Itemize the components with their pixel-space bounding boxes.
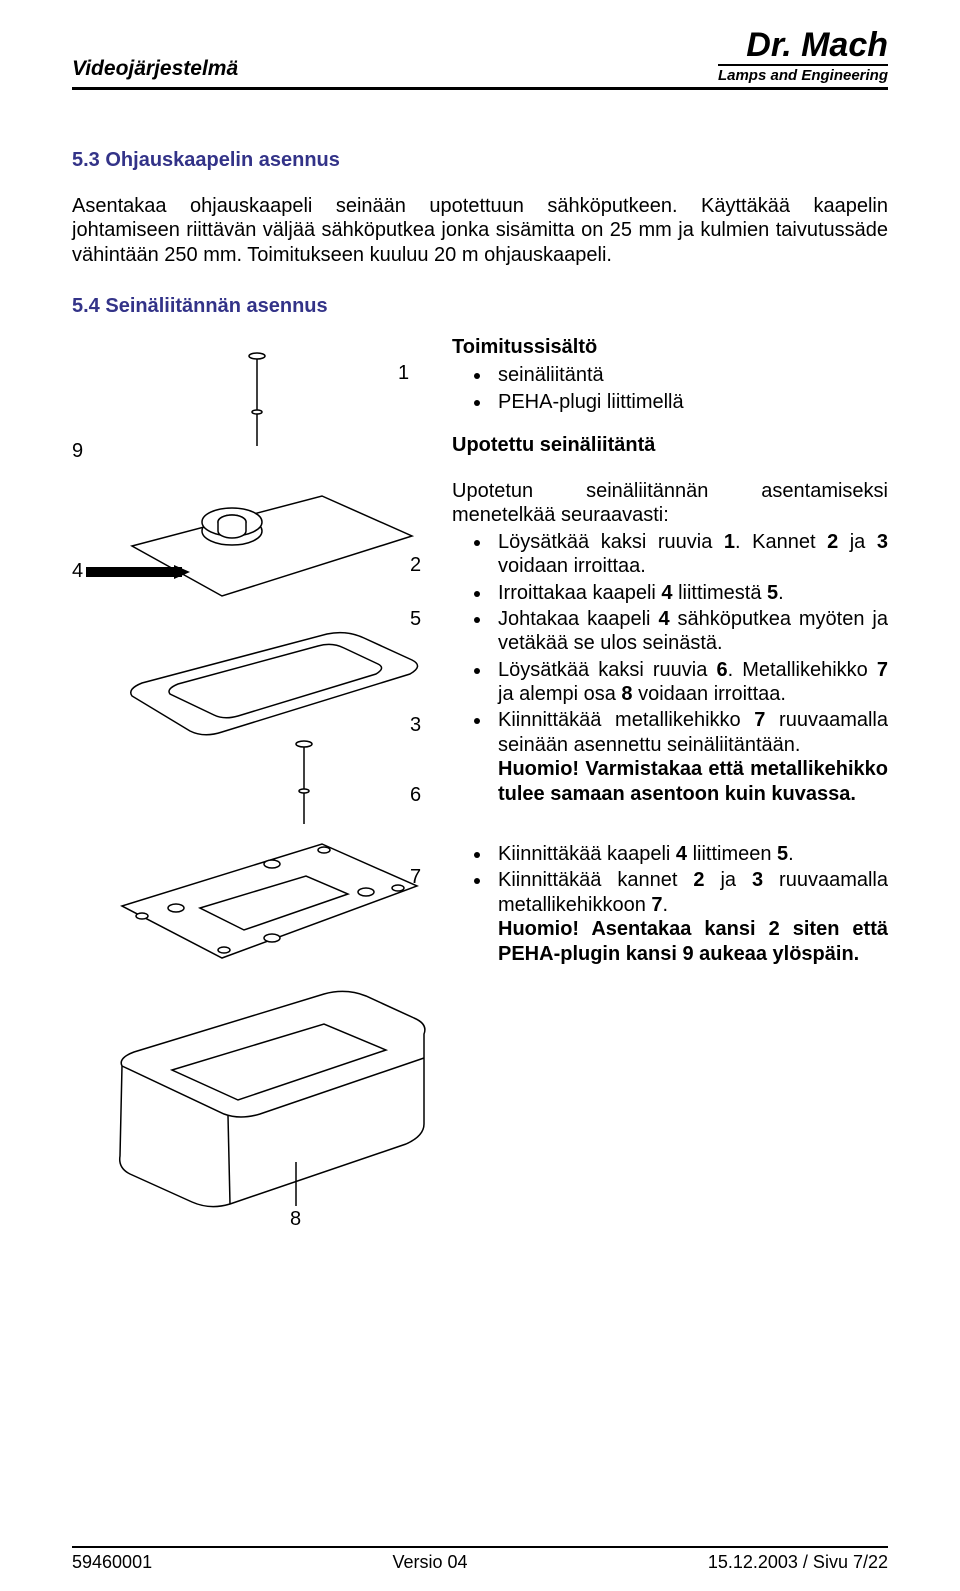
brand-block: Dr. Mach Lamps and Engineering	[718, 28, 888, 85]
list-item: seinäliitäntä	[492, 363, 888, 387]
diagram-label-1: 1	[398, 362, 409, 385]
upotettu-heading: Upotettu seinäliitäntä	[452, 434, 888, 457]
header-rule	[72, 87, 888, 93]
footer-left: 59460001	[72, 1552, 152, 1573]
diagram-label-6: 6	[410, 784, 421, 807]
section-5-4-heading: 5.4 Seinäliitännän asennus	[72, 295, 888, 318]
diagram-label-7: 7	[410, 866, 421, 889]
brand-name: Dr. Mach	[718, 28, 888, 62]
doc-title: Videojärjestelmä	[72, 57, 238, 85]
diagram-label-3: 3	[410, 714, 421, 737]
list-item: Irroittakaa kaapeli 4 liittimestä 5.	[492, 581, 888, 605]
list-item: Löysätkää kaksi ruuvia 6. Metallikehikko…	[492, 658, 888, 707]
list-item: Johtakaa kaapeli 4 sähköputkea myöten ja…	[492, 607, 888, 656]
list-item: Löysätkää kaksi ruuvia 1. Kannet 2 ja 3 …	[492, 530, 888, 579]
exploded-diagram: 1 9 4 2 5 3 6 7 8	[72, 336, 432, 1236]
footer-right: 15.12.2003 / Sivu 7/22	[708, 1552, 888, 1573]
section-5-3-heading: 5.3 Ohjauskaapelin asennus	[72, 149, 888, 172]
diagram-label-8: 8	[290, 1208, 301, 1231]
page-header: Videojärjestelmä Dr. Mach Lamps and Engi…	[72, 28, 888, 85]
list-item: Kiinnittäkää metallikehikko 7 ruuvaamall…	[492, 708, 888, 806]
footer-center: Versio 04	[392, 1552, 467, 1573]
page-footer: 59460001 Versio 04 15.12.2003 / Sivu 7/2…	[72, 1546, 888, 1573]
list-item: PEHA-plugi liittimellä	[492, 390, 888, 414]
toimitus-list: seinäliitäntä PEHA-plugi liittimellä	[452, 363, 888, 414]
diagram-label-4: 4	[72, 560, 83, 583]
diagram-label-2: 2	[410, 554, 421, 577]
steps-block-1: Löysätkää kaksi ruuvia 1. Kannet 2 ja 3 …	[452, 530, 888, 806]
instructions-column: Toimitussisältö seinäliitäntä PEHA-plugi…	[452, 336, 888, 1236]
section-5-3-body: Asentakaa ohjauskaapeli seinään upotettu…	[72, 194, 888, 267]
diagram-column: 1 9 4 2 5 3 6 7 8	[72, 336, 432, 1236]
steps-block-2: Kiinnittäkää kaapeli 4 liittimeen 5. Kii…	[452, 842, 888, 966]
diagram-svg	[72, 336, 432, 1236]
diagram-label-9: 9	[72, 440, 83, 463]
list-item: Kiinnittäkää kannet 2 ja 3 ruuvaamalla m…	[492, 868, 888, 966]
toimitus-heading: Toimitussisältö	[452, 336, 888, 359]
upotetun-intro: Upotetun seinäliitännän asentamiseksi me…	[452, 479, 888, 528]
diagram-label-5: 5	[410, 608, 421, 631]
brand-tagline: Lamps and Engineering	[718, 64, 888, 84]
list-item: Kiinnittäkää kaapeli 4 liittimeen 5.	[492, 842, 888, 866]
